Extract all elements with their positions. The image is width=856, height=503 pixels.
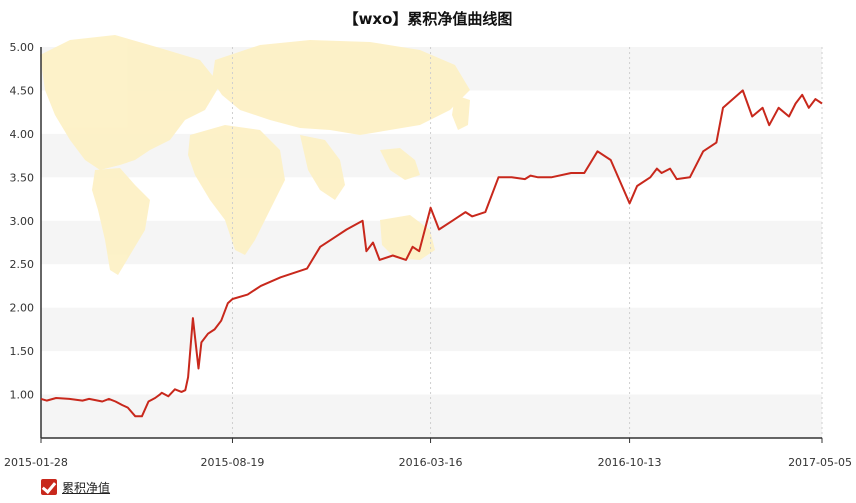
y-tick-label: 1.50 [10,345,35,358]
x-tick-label: 2015-08-19 [201,456,265,469]
grid-band [41,307,822,352]
y-tick-label: 3.50 [10,171,35,184]
legend-label: 累积净值 [62,480,111,495]
x-tick-label: 2016-10-13 [598,456,662,469]
x-tick-label: 2017-05-05 [788,456,852,469]
checkbox-checked-icon[interactable] [41,479,57,495]
x-tick-label: 2015-01-28 [4,456,68,469]
y-tick-label: 1.00 [10,389,35,402]
chart-title: 【wxo】累积净值曲线图 [344,10,513,28]
x-axis-ticks: 2015-01-28 2015-08-19 2016-03-16 2016-10-13… [4,438,852,469]
axes [40,47,822,439]
y-tick-label: 2.00 [10,302,35,315]
grid-band [41,394,822,438]
grid-band [41,133,822,178]
y-tick-label: 4.50 [10,84,35,97]
y-tick-label: 5.00 [10,41,35,54]
legend-item[interactable]: 累积净值 [41,478,110,496]
x-tick-label: 2016-03-16 [399,456,463,469]
y-tick-label: 3.00 [10,215,35,228]
vertical-gridlines [231,47,823,438]
series-line-nav [40,89,823,418]
world-map-background [40,35,470,275]
y-tick-label: 4.00 [10,128,35,141]
y-axis-ticks: 1.00 1.50 2.00 2.50 3.00 3.50 4.00 4.50 5.00 [10,41,35,402]
y-tick-label: 2.50 [10,258,35,271]
